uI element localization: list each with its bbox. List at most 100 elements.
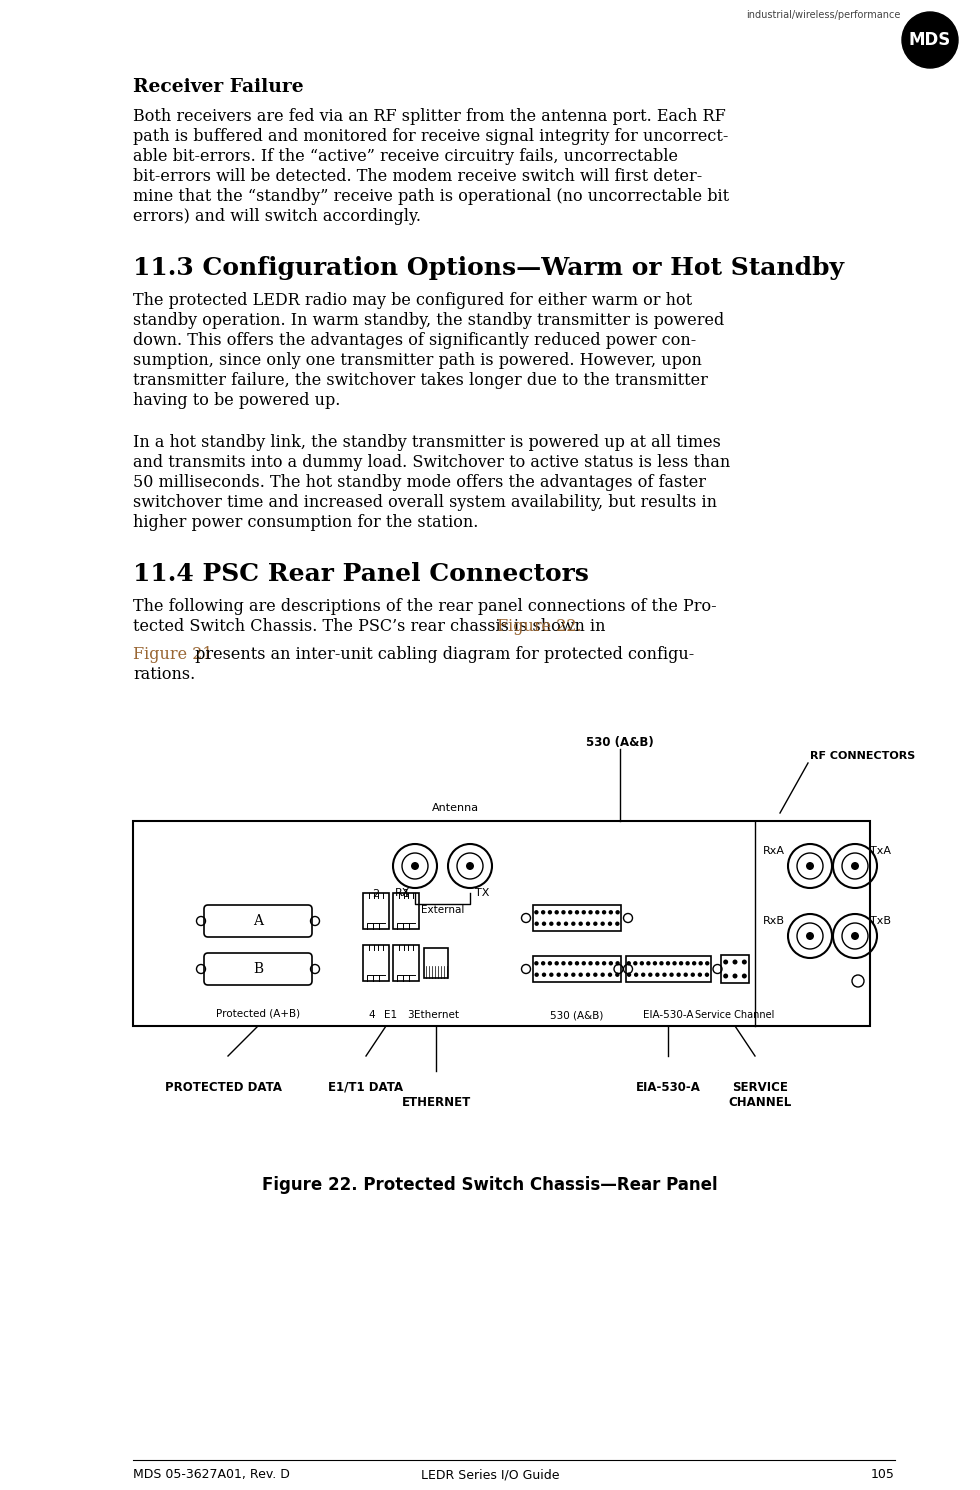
Circle shape	[742, 960, 747, 964]
Circle shape	[723, 960, 728, 964]
Text: PROTECTED DATA: PROTECTED DATA	[165, 1082, 281, 1094]
Bar	[393, 893, 419, 928]
Bar	[393, 945, 419, 980]
Circle shape	[627, 973, 631, 977]
Text: LEDR Series I/O Guide: LEDR Series I/O Guide	[420, 1468, 560, 1481]
Text: presents an inter-unit cabling diagram for protected configu-: presents an inter-unit cabling diagram f…	[189, 647, 694, 663]
Circle shape	[683, 973, 688, 977]
Text: The following are descriptions of the rear panel connections of the Pro-: The following are descriptions of the re…	[133, 597, 716, 615]
Circle shape	[568, 910, 572, 915]
Text: E1/T1 DATA: E1/T1 DATA	[328, 1082, 404, 1094]
Circle shape	[626, 961, 631, 966]
Circle shape	[562, 961, 565, 966]
Text: TxA: TxA	[870, 846, 891, 855]
Circle shape	[466, 863, 474, 870]
Text: Receiver Failure: Receiver Failure	[133, 77, 304, 95]
Text: 1: 1	[403, 890, 410, 898]
Text: Figure 21: Figure 21	[133, 647, 213, 663]
Text: The protected LEDR radio may be configured for either warm or hot: The protected LEDR radio may be configur…	[133, 292, 692, 308]
Bar	[133, 821, 870, 1027]
Circle shape	[609, 961, 613, 966]
Text: rations.: rations.	[133, 666, 195, 682]
Circle shape	[595, 961, 600, 966]
Text: Figure 22. Protected Switch Chassis—Rear Panel: Figure 22. Protected Switch Chassis—Rear…	[263, 1176, 717, 1193]
Text: RF CONNECTORS: RF CONNECTORS	[810, 751, 915, 761]
Circle shape	[542, 973, 546, 977]
Circle shape	[692, 961, 697, 966]
Circle shape	[557, 921, 561, 925]
Circle shape	[595, 910, 600, 915]
Circle shape	[665, 961, 670, 966]
Text: sumption, since only one transmitter path is powered. However, upon: sumption, since only one transmitter pat…	[133, 352, 702, 370]
Circle shape	[581, 961, 586, 966]
Circle shape	[581, 910, 586, 915]
Circle shape	[593, 921, 598, 925]
Circle shape	[549, 921, 554, 925]
Circle shape	[723, 973, 728, 979]
Circle shape	[586, 973, 590, 977]
Circle shape	[699, 961, 703, 966]
Circle shape	[411, 863, 419, 870]
Circle shape	[653, 961, 658, 966]
Bar	[424, 948, 448, 977]
Text: tected Switch Chassis. The PSC’s rear chassis is shown in: tected Switch Chassis. The PSC’s rear ch…	[133, 618, 611, 635]
Circle shape	[732, 973, 738, 979]
Text: RX: RX	[395, 888, 410, 898]
Text: switchover time and increased overall system availability, but results in: switchover time and increased overall sy…	[133, 495, 717, 511]
Circle shape	[588, 961, 593, 966]
Bar	[533, 957, 621, 982]
Text: bit-errors will be detected. The modem receive switch will first deter-: bit-errors will be detected. The modem r…	[133, 168, 703, 185]
Text: External: External	[420, 904, 465, 915]
Circle shape	[615, 921, 619, 925]
Circle shape	[806, 863, 814, 870]
Circle shape	[648, 973, 653, 977]
Circle shape	[601, 921, 605, 925]
Circle shape	[705, 973, 710, 977]
Circle shape	[549, 973, 554, 977]
Text: 3: 3	[407, 1010, 414, 1021]
Circle shape	[588, 910, 593, 915]
Bar	[363, 893, 389, 928]
Text: 11.3 Configuration Options—Warm or Hot Standby: 11.3 Configuration Options—Warm or Hot S…	[133, 256, 844, 280]
Circle shape	[691, 973, 695, 977]
Circle shape	[575, 910, 579, 915]
Circle shape	[534, 973, 539, 977]
Circle shape	[593, 973, 598, 977]
Text: A: A	[253, 913, 263, 928]
Circle shape	[660, 961, 663, 966]
Circle shape	[571, 921, 575, 925]
Text: 50 milliseconds. The hot standby mode offers the advantages of faster: 50 milliseconds. The hot standby mode of…	[133, 474, 706, 492]
Text: standby operation. In warm standby, the standby transmitter is powered: standby operation. In warm standby, the …	[133, 311, 724, 329]
Text: down. This offers the advantages of significantly reduced power con-: down. This offers the advantages of sign…	[133, 332, 696, 349]
Circle shape	[851, 863, 859, 870]
Circle shape	[564, 921, 568, 925]
Circle shape	[732, 960, 738, 964]
Circle shape	[568, 961, 572, 966]
Circle shape	[555, 961, 559, 966]
Circle shape	[608, 973, 612, 977]
Circle shape	[634, 973, 638, 977]
Circle shape	[676, 973, 681, 977]
Text: SERVICE
CHANNEL: SERVICE CHANNEL	[728, 1082, 792, 1109]
Circle shape	[608, 921, 612, 925]
Text: Protected (A+B): Protected (A+B)	[216, 1009, 300, 1018]
Circle shape	[548, 910, 552, 915]
Circle shape	[656, 973, 660, 977]
Circle shape	[662, 973, 666, 977]
Text: In a hot standby link, the standby transmitter is powered up at all times: In a hot standby link, the standby trans…	[133, 434, 721, 451]
Circle shape	[806, 933, 814, 940]
Text: 530 (A&B): 530 (A&B)	[551, 1010, 604, 1021]
Circle shape	[575, 961, 579, 966]
Circle shape	[609, 910, 613, 915]
Circle shape	[679, 961, 683, 966]
Circle shape	[902, 12, 958, 69]
Circle shape	[564, 973, 568, 977]
Circle shape	[602, 961, 607, 966]
Circle shape	[586, 921, 590, 925]
Text: TX: TX	[475, 888, 489, 898]
Circle shape	[555, 910, 559, 915]
Text: and transmits into a dummy load. Switchover to active status is less than: and transmits into a dummy load. Switcho…	[133, 454, 730, 471]
Circle shape	[672, 961, 677, 966]
Circle shape	[534, 961, 539, 966]
Text: RxA: RxA	[763, 846, 785, 855]
